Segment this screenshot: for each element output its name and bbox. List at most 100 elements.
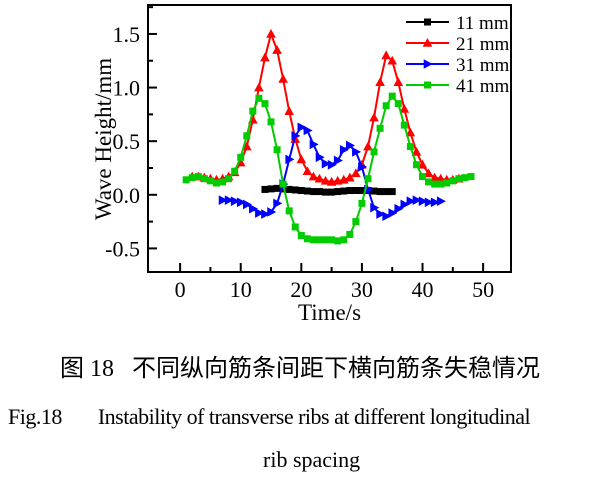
square-marker-icon [412, 161, 420, 169]
triangle-right-marker-icon [430, 197, 440, 208]
square-marker-icon [352, 187, 360, 195]
triangle-up-marker-icon [423, 168, 434, 178]
square-marker-icon [206, 177, 214, 185]
square-marker-icon [225, 175, 233, 183]
triangle-up-marker-icon [260, 52, 270, 62]
caption-english-text: Instability of transverse ribs at differ… [97, 404, 531, 429]
y-axis: -0.5 0.0 0.5 1.0 1.5 Wave Height/mm [91, 6, 157, 261]
triangle-right-marker-icon [261, 209, 271, 219]
triangle-up-marker-icon [417, 159, 428, 169]
triangle-right-marker-icon [333, 155, 343, 166]
square-marker-icon [376, 124, 384, 132]
triangle-up-marker-icon [435, 173, 446, 183]
square-marker-icon [237, 153, 245, 161]
square-marker-icon [419, 173, 427, 181]
triangle-up-marker-icon [266, 28, 276, 38]
triangle-up-marker-icon [369, 112, 379, 122]
square-marker-icon [285, 185, 293, 193]
legend-label: 11 mm [456, 13, 509, 34]
caption-english-line2: rib spacing [263, 447, 361, 472]
y-tick-label: 0.5 [113, 129, 141, 154]
square-marker-icon [424, 81, 431, 89]
x-tick-label: 10 [230, 277, 252, 302]
square-marker-icon [322, 236, 330, 244]
triangle-right-marker-icon [315, 152, 325, 163]
square-marker-icon [358, 199, 366, 207]
triangle-right-marker-icon [327, 159, 337, 170]
triangle-up-marker-icon [399, 104, 410, 113]
square-marker-icon [309, 188, 317, 196]
triangle-right-marker-icon [309, 139, 319, 150]
triangle-right-marker-icon [388, 208, 398, 218]
triangle-up-marker-icon [254, 82, 264, 92]
triangle-up-marker-icon [314, 173, 325, 183]
triangle-right-marker-icon [418, 196, 428, 207]
square-marker-icon [261, 185, 269, 193]
square-marker-icon [334, 237, 342, 245]
square-marker-icon [346, 230, 354, 238]
square-marker-icon [425, 178, 433, 186]
square-marker-icon [279, 180, 287, 188]
x-tick-label: 30 [351, 277, 373, 302]
square-marker-icon [255, 94, 263, 102]
triangle-right-marker-icon [249, 203, 259, 214]
triangle-right-marker-icon [423, 59, 433, 69]
square-marker-icon [243, 132, 251, 140]
square-marker-icon [340, 187, 348, 195]
square-marker-icon [328, 188, 336, 196]
triangle-up-marker-icon [284, 106, 295, 115]
series-line [192, 33, 460, 183]
caption-english-line1: Fig.18 Instability of transverse ribs at … [8, 404, 531, 430]
triangle-right-marker-icon [218, 195, 228, 205]
square-marker-icon [370, 187, 378, 195]
x-axis-title: Time/s [298, 300, 361, 325]
triangle-up-marker-icon [387, 55, 398, 65]
square-marker-icon [370, 148, 378, 156]
square-marker-icon [267, 118, 275, 126]
triangle-right-marker-icon [255, 208, 265, 218]
triangle-right-marker-icon [297, 122, 307, 133]
triangle-right-marker-icon [436, 196, 446, 207]
square-marker-icon [322, 188, 330, 196]
triangle-right-marker-icon [321, 158, 331, 169]
square-marker-icon [328, 236, 336, 244]
square-marker-icon [334, 188, 342, 196]
square-marker-icon [303, 235, 311, 243]
square-marker-icon [261, 100, 269, 108]
triangle-right-marker-icon [230, 196, 240, 207]
legend-label: 41 mm [456, 76, 510, 97]
square-marker-icon [182, 176, 190, 184]
triangle-right-marker-icon [224, 195, 234, 205]
caption-chinese: 图 18 不同纵向筋条间距下横向筋条失稳情况 [0, 352, 600, 386]
square-marker-icon [431, 180, 439, 188]
square-marker-icon [200, 175, 208, 183]
triangle-up-marker-icon [272, 45, 282, 54]
triangle-up-marker-icon [405, 127, 416, 137]
square-marker-icon [394, 100, 402, 108]
y-tick-label: 1.5 [113, 22, 141, 47]
y-tick-label: 1.0 [113, 76, 141, 101]
triangle-right-marker-icon [267, 207, 277, 217]
triangle-up-marker-icon [375, 77, 385, 87]
square-marker-icon [346, 187, 354, 195]
triangle-right-marker-icon [400, 199, 410, 210]
square-marker-icon [194, 173, 202, 181]
square-marker-icon [358, 187, 366, 195]
square-marker-icon [297, 187, 305, 195]
triangle-right-marker-icon [376, 209, 386, 219]
triangle-right-marker-icon [291, 131, 301, 141]
triangle-up-marker-icon [393, 77, 404, 87]
triangle-up-marker-icon [429, 172, 440, 182]
triangle-up-marker-icon [345, 172, 355, 182]
triangle-right-marker-icon [424, 197, 434, 208]
triangle-up-marker-icon [320, 175, 331, 185]
triangle-right-marker-icon [406, 196, 416, 207]
series-31-mm [218, 122, 446, 222]
square-marker-icon [382, 188, 390, 196]
legend-entry-31-mm: 31 mm [406, 55, 510, 76]
square-marker-icon [443, 179, 451, 187]
square-marker-icon [279, 185, 287, 193]
triangle-right-marker-icon [370, 202, 380, 213]
square-marker-icon [388, 92, 396, 100]
